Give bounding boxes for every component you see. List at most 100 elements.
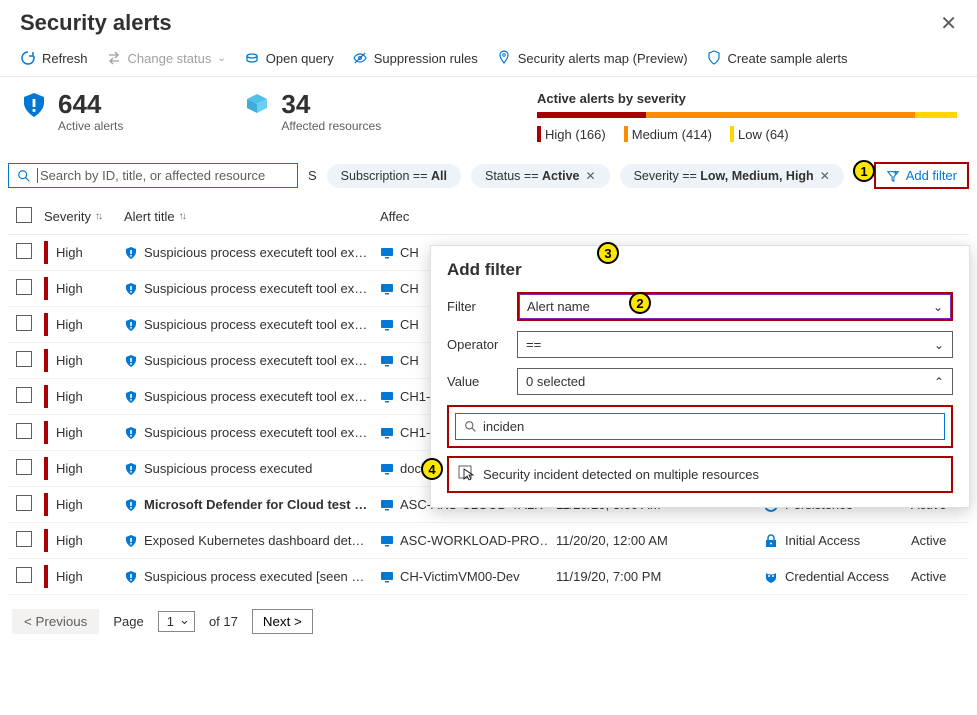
alerts-map-button[interactable]: Security alerts map (Preview) xyxy=(496,50,688,66)
mitre-icon xyxy=(763,533,779,549)
chevron-down-icon: ⌄ xyxy=(934,338,944,352)
previous-button[interactable]: < Previous xyxy=(12,609,99,634)
column-resource[interactable]: Affec xyxy=(380,209,548,224)
table-header: Severity ↑↓ Alert title ↑↓ Affec xyxy=(8,197,969,235)
filter-pill-severity[interactable]: Severity == Low, Medium, High ✕ xyxy=(620,164,844,188)
callout-2: 2 xyxy=(629,292,651,314)
severity-bar xyxy=(44,349,48,372)
legend-medium[interactable]: Medium (414) xyxy=(624,126,712,142)
row-checkbox[interactable] xyxy=(16,567,32,583)
eye-off-icon xyxy=(352,50,368,66)
severity-bar xyxy=(44,529,48,552)
cell-severity: High xyxy=(44,281,116,296)
shield-icon xyxy=(124,498,138,512)
monitor-icon xyxy=(380,246,394,260)
severity-bar xyxy=(44,313,48,336)
table-row[interactable]: HighExposed Kubernetes dashboard det…ASC… xyxy=(8,523,969,559)
filter-pill-status[interactable]: Status == Active ✕ xyxy=(471,164,610,188)
shield-icon xyxy=(124,426,138,440)
cell-mitre: Credential Access xyxy=(763,569,903,585)
refresh-button[interactable]: Refresh xyxy=(20,50,88,66)
column-severity[interactable]: Severity ↑↓ xyxy=(44,209,116,224)
filter-option[interactable]: 4 Security incident detected on multiple… xyxy=(447,456,953,493)
affected-resources-value: 34 xyxy=(281,91,381,117)
row-checkbox[interactable] xyxy=(16,459,32,475)
cell-title: Suspicious process executeft tool ex… xyxy=(124,245,372,260)
search-placeholder: Search by ID, title, or affected resourc… xyxy=(37,168,265,183)
remove-status-filter-icon[interactable]: ✕ xyxy=(586,169,596,183)
search-icon xyxy=(464,420,477,433)
callout-4: 4 xyxy=(421,458,443,480)
suppression-label: Suppression rules xyxy=(374,51,478,66)
row-checkbox[interactable] xyxy=(16,387,32,403)
legend-low[interactable]: Low (64) xyxy=(730,126,789,142)
filter-icon xyxy=(886,169,900,183)
value-select[interactable]: 0 selected ⌃ xyxy=(517,368,953,395)
severity-bar-high xyxy=(537,112,646,118)
monitor-icon xyxy=(380,570,394,584)
search-input[interactable]: Search by ID, title, or affected resourc… xyxy=(8,163,298,188)
sort-icon: ↑↓ xyxy=(179,211,185,222)
search-icon xyxy=(17,169,31,183)
severity-bar-low xyxy=(915,112,957,118)
open-query-label: Open query xyxy=(266,51,334,66)
severity-bar xyxy=(44,565,48,588)
row-checkbox[interactable] xyxy=(16,315,32,331)
monitor-icon xyxy=(380,462,394,476)
suppression-rules-button[interactable]: Suppression rules xyxy=(352,50,478,66)
swatch-medium xyxy=(624,126,628,142)
cell-status: Active xyxy=(911,569,961,584)
mitre-icon xyxy=(763,569,779,585)
shield-icon xyxy=(124,462,138,476)
severity-bar xyxy=(44,241,48,264)
remove-severity-filter-icon[interactable]: ✕ xyxy=(820,169,830,183)
select-all-checkbox[interactable] xyxy=(16,207,32,223)
operator-label: Operator xyxy=(447,337,517,352)
filter-field-select[interactable]: Alert name ⌄ 2 xyxy=(517,292,953,321)
row-checkbox[interactable] xyxy=(16,243,32,259)
add-filter-button[interactable]: Add filter xyxy=(874,162,969,189)
legend-high[interactable]: High (166) xyxy=(537,126,606,142)
shield-icon xyxy=(124,534,138,548)
cube-icon xyxy=(243,91,271,119)
next-button[interactable]: Next > xyxy=(252,609,313,634)
cursor-icon xyxy=(457,464,475,485)
table-row[interactable]: HighSuspicious process executed [seen …C… xyxy=(8,559,969,595)
map-pin-icon xyxy=(496,50,512,66)
shield-icon xyxy=(124,282,138,296)
chevron-down-icon: ⌄ xyxy=(217,53,225,64)
chevron-down-icon: ⌄ xyxy=(933,300,943,314)
callout-3: 3 xyxy=(597,242,619,264)
sample-alerts-button[interactable]: Create sample alerts xyxy=(706,50,848,66)
cell-title: Suspicious process executeft tool ex… xyxy=(124,389,372,404)
row-checkbox[interactable] xyxy=(16,423,32,439)
cell-severity: High xyxy=(44,533,116,548)
row-checkbox[interactable] xyxy=(16,279,32,295)
page-title: Security alerts xyxy=(20,10,172,36)
open-query-button[interactable]: Open query xyxy=(244,50,334,66)
cell-severity: High xyxy=(44,353,116,368)
page-select[interactable]: 1 xyxy=(158,611,195,632)
cell-activity: 11/19/20, 7:00 PM xyxy=(556,569,755,584)
cell-severity: High xyxy=(44,317,116,332)
add-filter-popup: Add filter Filter Alert name ⌄ 2 Operato… xyxy=(430,245,970,508)
severity-bar-medium xyxy=(646,112,915,118)
monitor-icon xyxy=(380,354,394,368)
cell-title: Suspicious process executed [seen … xyxy=(124,569,372,584)
close-icon[interactable]: ✕ xyxy=(940,11,957,36)
value-search-input[interactable]: inciden 3 xyxy=(455,413,945,440)
column-title[interactable]: Alert title ↑↓ xyxy=(124,209,372,224)
row-checkbox[interactable] xyxy=(16,351,32,367)
operator-select[interactable]: == ⌄ xyxy=(517,331,953,358)
filter-pill-subscription[interactable]: Subscription == All xyxy=(327,164,461,188)
shield-icon xyxy=(124,246,138,260)
cell-title: Exposed Kubernetes dashboard det… xyxy=(124,533,372,548)
active-alerts-stat: 644 Active alerts xyxy=(20,91,123,133)
row-checkbox[interactable] xyxy=(16,531,32,547)
cell-status: Active xyxy=(911,533,961,548)
monitor-icon xyxy=(380,390,394,404)
cell-severity: High xyxy=(44,461,116,476)
row-checkbox[interactable] xyxy=(16,495,32,511)
severity-bar xyxy=(537,112,957,118)
cell-title: Suspicious process executeft tool ex… xyxy=(124,353,372,368)
